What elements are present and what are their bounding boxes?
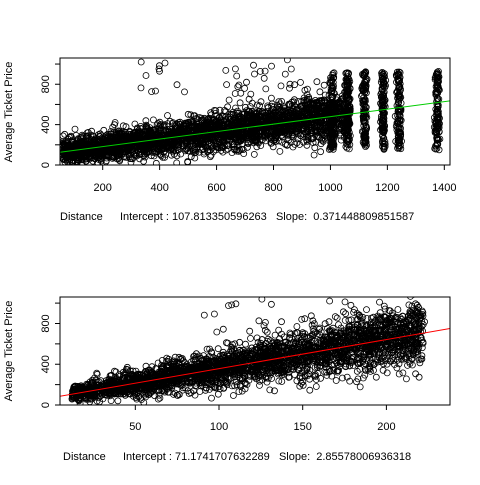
data-point [182,89,188,95]
data-point [115,398,121,404]
data-point [261,75,267,81]
data-point [251,151,257,157]
data-point [312,145,318,151]
panel-top-y-axis: 0 400 800 [40,64,60,168]
x-tick-label: 600 [207,182,225,194]
data-point [244,79,250,85]
data-point [269,63,275,69]
data-point [357,384,363,390]
data-point [278,83,284,89]
data-point [311,152,317,158]
data-point [72,126,78,132]
data-point [321,82,327,88]
y-tick-label: 400 [40,115,52,133]
data-point [248,91,254,97]
x-tick-label: 400 [150,182,168,194]
panel-bottom-points [69,290,428,406]
data-point [252,71,258,77]
panel-top: 200 400 600 800 1000 1200 1400 0 400 800 Average… [3,57,457,223]
data-point [251,62,257,68]
data-point [162,60,168,66]
data-point [317,89,323,95]
data-point [237,100,243,106]
data-point [232,91,238,97]
data-point [101,127,107,133]
data-point [236,82,242,88]
x-tick-label: 1000 [318,182,342,194]
data-point [288,66,294,72]
data-point [174,82,180,88]
x-tick-label: 800 [264,182,282,194]
y-tick-label: 0 [40,162,52,168]
panel-top-xlabel: Distance [60,211,103,223]
data-point [277,148,283,154]
data-point [232,66,238,72]
data-point [314,79,320,85]
x-tick-label: 1200 [375,182,399,194]
data-point [258,99,264,105]
data-point [226,97,232,103]
data-point [143,73,149,79]
data-point [242,85,248,91]
x-tick-label: 200 [94,182,112,194]
data-point [223,67,229,73]
data-point [234,73,240,79]
data-point [318,149,324,155]
x-tick-label: 1400 [432,182,456,194]
panel-top-points [60,57,443,166]
data-point [282,71,288,77]
panel-top-caption: Intercept : 107.813350596263 Slope: 0.37… [120,211,414,223]
panel-top-x-axis: 200 400 600 800 1000 1200 1400 [94,165,457,194]
data-point [60,133,66,139]
panel-top-ylabel: Average Ticket Price [3,62,15,163]
data-point [153,88,159,94]
data-point [224,82,230,88]
data-point [268,95,274,101]
data-point [138,85,144,91]
data-point [292,82,298,88]
data-point [138,59,144,65]
data-point [230,393,236,399]
y-tick-label: 800 [40,75,52,93]
data-point [263,86,269,92]
data-point [209,395,215,401]
data-point [150,117,156,123]
data-point [298,79,304,85]
data-point [62,131,68,137]
data-point [165,113,171,119]
